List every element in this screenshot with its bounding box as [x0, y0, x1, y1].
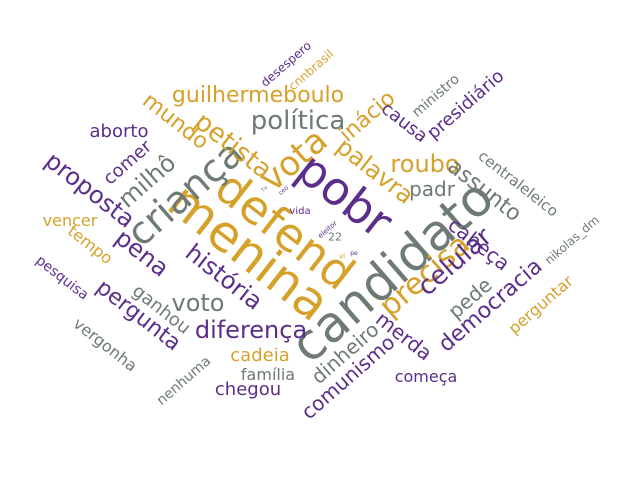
word-vi: vi	[338, 252, 346, 261]
word-pesquisa: pesquisa	[32, 252, 92, 304]
word-guilhermeboulo: guilhermeboulo	[171, 83, 345, 108]
word-diferenca: diferença	[194, 316, 308, 344]
word-vencer: vencer	[42, 211, 98, 230]
word-nikolas-dm: nikolas_dm	[542, 212, 602, 268]
word-padr: padr	[409, 177, 455, 201]
word-familia: família	[240, 365, 296, 384]
word-aborto: aborto	[89, 121, 149, 142]
word-22: 22	[328, 230, 342, 244]
word-vida: vida	[289, 206, 311, 217]
word-chegou: chegou	[214, 379, 282, 400]
word-comeca: começa	[394, 367, 458, 386]
word-pe: pe	[350, 250, 358, 257]
word-politica: política	[250, 106, 346, 136]
word-voto: voto	[171, 289, 225, 317]
word-cadeia: cadeia	[230, 345, 290, 366]
word-nenhuma: nenhuma	[153, 353, 215, 409]
word-roubo: roubo	[390, 150, 460, 178]
